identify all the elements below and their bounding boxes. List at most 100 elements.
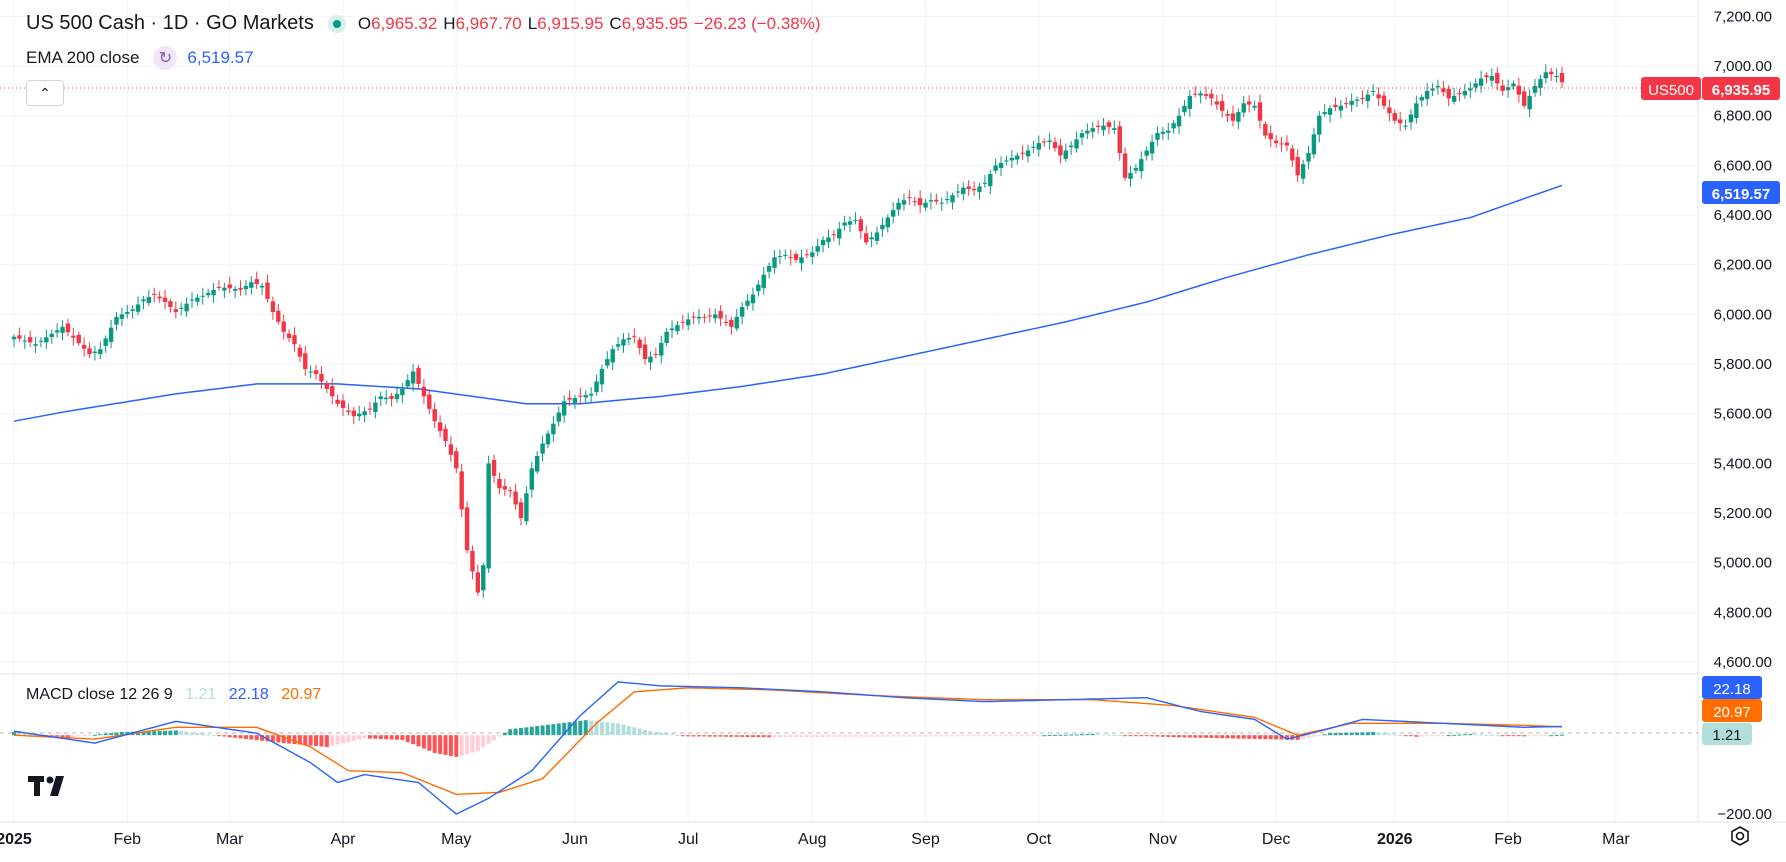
candle-body — [232, 288, 238, 291]
symbol-title[interactable]: US 500 Cash · 1D · GO Markets — [26, 12, 314, 34]
symbol-legend[interactable]: US 500 Cash · 1D · GO Markets O 6,965.32 … — [26, 12, 827, 35]
candle-body — [1273, 140, 1279, 144]
tradingview-logo-icon[interactable] — [28, 776, 72, 800]
macd-histogram-bar — [1247, 735, 1252, 739]
chart-settings-icon[interactable] — [1728, 824, 1752, 848]
candle-body — [249, 282, 254, 288]
candle-body — [1155, 133, 1160, 140]
macd-histogram-bar — [211, 735, 216, 737]
macd-signal-line — [13, 687, 1563, 796]
macd-histogram-bar — [438, 735, 443, 754]
macd-histogram-bar — [1360, 732, 1365, 736]
macd-histogram-bar — [281, 735, 286, 744]
macd-histogram-bar — [378, 735, 383, 740]
candle-body — [189, 299, 195, 301]
macd-value: 22.18 — [228, 686, 269, 703]
macd-histogram-bar — [670, 734, 675, 736]
macd-histogram-bar — [605, 722, 610, 736]
macd-histogram-bar — [1554, 734, 1559, 736]
candle-body — [966, 186, 971, 190]
candle-body — [470, 550, 475, 572]
candle-body — [955, 191, 961, 193]
macd-histogram-bar — [346, 735, 351, 743]
candle-body — [1149, 141, 1155, 154]
macd-histogram-bar — [939, 735, 944, 737]
macd-histogram-bar — [1004, 735, 1009, 737]
macd-histogram-bar — [1419, 735, 1424, 737]
macd-histogram-bar — [955, 735, 960, 737]
macd-histogram-bar — [1376, 732, 1381, 736]
low-label: L — [527, 13, 538, 33]
macd-legend[interactable]: MACD close 12 26 9 1.21 22.18 20.97 — [26, 686, 321, 704]
candle-body — [1371, 90, 1376, 92]
candle-body — [243, 285, 249, 290]
candle-body — [297, 347, 303, 357]
candle-body — [475, 572, 481, 593]
candle-body — [707, 315, 712, 317]
macd-histogram-bar — [1295, 735, 1300, 740]
ema200-layer — [13, 184, 1563, 422]
candle-body — [907, 197, 912, 199]
macd-histogram-bar — [173, 730, 178, 736]
candle-body — [783, 254, 788, 256]
refresh-icon[interactable]: ↻ — [153, 46, 178, 70]
candle-body — [1252, 105, 1257, 108]
macd-histogram-bar — [141, 731, 146, 736]
candle-body — [669, 328, 675, 331]
candle-body — [1489, 76, 1495, 81]
macd-histogram-bar — [508, 729, 513, 736]
change-value: −26.23 (−0.38%) — [693, 13, 821, 33]
candle-body — [578, 395, 583, 397]
time-tick-label: 2025 — [0, 831, 32, 848]
macd-histogram-bar — [60, 735, 65, 737]
macd-histogram-bar — [1446, 735, 1451, 737]
macd-histogram-bar — [341, 735, 346, 744]
macd-histogram-bar — [502, 732, 507, 736]
high-label: H — [443, 13, 456, 33]
candle-body — [313, 370, 319, 375]
price-tick-label: 6,000.00 — [1714, 306, 1772, 323]
macd-histogram-bar — [254, 735, 259, 741]
candle-body — [1246, 101, 1252, 105]
price-tick-label: 6,400.00 — [1714, 207, 1772, 224]
candle-body — [1079, 133, 1085, 138]
macd-histogram-bar — [583, 720, 588, 736]
macd-histogram-bar — [659, 732, 664, 736]
macd-histogram-bar — [1328, 733, 1333, 736]
macd-histogram-bar — [1209, 735, 1214, 738]
macd-histogram-bar — [1322, 734, 1327, 736]
macd-axis: −200.00 — [1717, 806, 1772, 823]
candle-body — [195, 297, 200, 302]
candle-body — [1117, 126, 1122, 153]
macd-histogram-bar — [189, 732, 194, 736]
macd-label[interactable]: MACD close 12 26 9 — [26, 686, 173, 703]
macd-histogram-bar — [1495, 735, 1500, 737]
macd-signal-value: 20.97 — [281, 686, 322, 703]
macd-histogram-bar — [648, 731, 653, 736]
macd-histogram-bar — [475, 735, 480, 751]
macd-histogram-bar — [864, 735, 869, 737]
candle-body — [901, 200, 907, 205]
macd-histogram-bar — [572, 721, 577, 736]
candle-body — [1473, 83, 1478, 88]
candle-body — [286, 333, 292, 338]
candle-body — [610, 349, 615, 363]
macd-histogram-bar — [119, 732, 124, 736]
macd-histogram-bar — [1441, 735, 1446, 737]
candle-body — [1036, 143, 1042, 150]
macd-histogram-bar — [1063, 734, 1068, 736]
macd-histogram-bar — [1052, 734, 1057, 736]
macd-histogram-bar — [869, 735, 874, 737]
candle-body — [1209, 93, 1214, 99]
collapse-legend-button[interactable]: ⌃ — [26, 80, 64, 106]
candle-body — [518, 502, 524, 519]
ema-legend[interactable]: EMA 200 close ↻ 6,519.57 — [26, 46, 254, 70]
macd-histogram-bar — [1198, 735, 1203, 738]
ema-label[interactable]: EMA 200 close — [26, 48, 140, 67]
candle-body — [939, 202, 944, 204]
macd-histogram-bar — [146, 731, 151, 736]
macd-histogram-bar — [157, 730, 162, 736]
macd-histogram-bar — [1204, 735, 1209, 738]
candle-body — [454, 451, 459, 469]
